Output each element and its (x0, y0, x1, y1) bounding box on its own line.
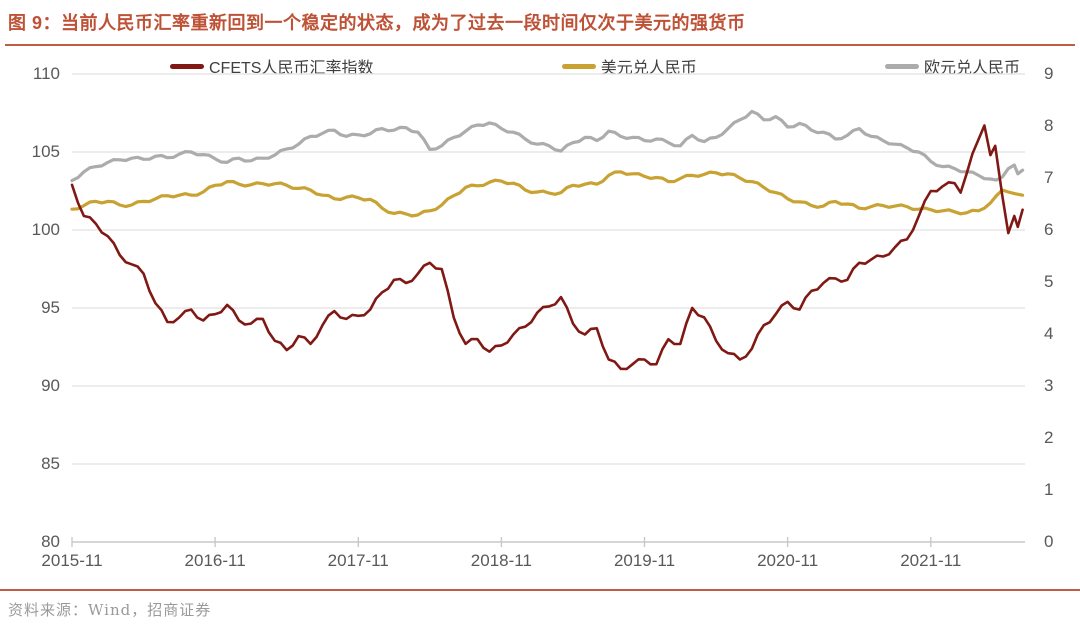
footer-divider (0, 589, 1080, 591)
legend-item-usd-cny: 美元兑人民币 (561, 54, 697, 78)
x-axis-tick-label: 2015-11 (41, 551, 103, 570)
y-axis-right-tick-label: 7 (1044, 168, 1054, 187)
y-axis-right-tick-label: 2 (1044, 428, 1054, 447)
legend-label-usd-cny: 美元兑人民币 (600, 60, 697, 77)
y-axis-left-tick-label: 105 (31, 142, 60, 161)
x-axis-tick-label: 2019-11 (613, 551, 676, 570)
x-axis-tick-label: 2017-11 (327, 551, 389, 570)
y-axis-right-tick-label: 0 (1044, 532, 1054, 551)
y-axis-right-tick-label: 9 (1044, 64, 1054, 83)
x-axis-tick-label: 2018-11 (470, 551, 532, 570)
series-line-usd-cny (70, 170, 1025, 218)
y-axis-left-tick-label: 100 (31, 220, 60, 239)
figure-title: 图 9：当前人民币汇率重新回到一个稳定的状态，成为了过去一段时间仅次于美元的强货… (8, 13, 746, 33)
series-line-eur-cny (70, 109, 1025, 183)
chart-legend: CFETS人民币汇率指数 美元兑人民币 欧元兑人民币 (170, 53, 1020, 79)
title-divider (5, 44, 1075, 46)
y-axis-left-tick-label: 85 (41, 454, 60, 473)
y-axis-right-tick-label: 4 (1044, 324, 1054, 343)
y-axis-left-tick-label: 90 (41, 376, 60, 395)
y-axis-right-tick-label: 5 (1044, 272, 1054, 291)
y-axis-right-tick-label: 6 (1044, 220, 1054, 239)
legend-label-eur-cny: 欧元兑人民币 (923, 60, 1020, 77)
legend-item-cfets-index: CFETS人民币汇率指数 (170, 54, 373, 78)
y-axis-left-tick-label: 110 (32, 64, 60, 83)
y-axis-right-tick-label: 1 (1044, 480, 1054, 499)
y-axis-left-tick-label: 80 (41, 532, 60, 551)
legend-label-cfets-index: CFETS人民币汇率指数 (209, 60, 374, 77)
legend-swatch-eur-cny (884, 63, 919, 69)
series-line-cfets-index (70, 124, 1024, 371)
x-axis-tick-label: 2021-11 (900, 551, 962, 570)
legend-swatch-usd-cny (561, 63, 596, 69)
source-note: 资料来源：Wind，招商证券 (8, 601, 212, 619)
y-axis-right-tick-label: 8 (1044, 116, 1054, 135)
y-axis-right-tick-label: 3 (1044, 376, 1054, 395)
x-axis-tick-label: 2016-11 (184, 551, 246, 570)
legend-swatch-cfets-index (170, 63, 204, 69)
y-axis-left-tick-label: 95 (41, 298, 60, 317)
x-axis-tick-label: 2020-11 (757, 551, 819, 570)
legend-item-eur-cny: 欧元兑人民币 (884, 54, 1020, 78)
